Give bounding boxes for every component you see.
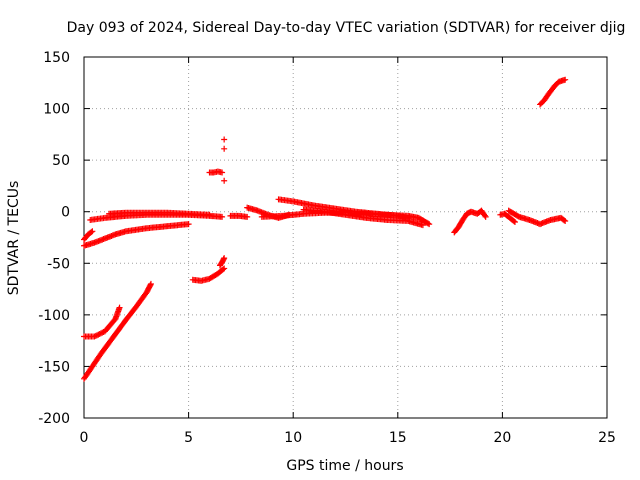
data-point-marker: [562, 76, 569, 83]
data-point-marker: [221, 177, 228, 184]
data-point-marker: [92, 332, 99, 339]
series-arc-g: [189, 265, 228, 284]
data-point-marker: [221, 136, 228, 143]
data-point-marker: [511, 219, 518, 226]
x-tick-label: 15: [389, 430, 407, 446]
data-point-marker: [94, 332, 101, 339]
data-point-marker: [419, 222, 426, 229]
data-point-marker: [89, 228, 96, 235]
x-axis-label: GPS time / hours: [286, 458, 403, 474]
y-tick-label: 0: [61, 205, 70, 221]
y-tick-label: -200: [38, 411, 70, 427]
series-outliers: [221, 136, 228, 184]
data-point-marker: [221, 255, 228, 262]
series-arc-i: [206, 168, 226, 176]
series-arc-f: [81, 304, 123, 340]
data-point-marker: [97, 330, 104, 337]
data-point-marker: [562, 217, 569, 224]
y-tick-label: -150: [38, 359, 70, 375]
axis-ticks: 0 5 10 15 20 25 -200 -150 -100 -50 0 50 100 150: [38, 50, 616, 446]
data-point-marker: [99, 329, 106, 336]
y-tick-label: 100: [43, 102, 70, 118]
data-point-marker: [185, 221, 192, 228]
series-arc-d: [106, 209, 213, 218]
data-point-marker: [147, 280, 154, 287]
series-arc-o: [451, 207, 489, 236]
series-arc-j: [227, 212, 251, 220]
data-point-marker: [221, 265, 228, 272]
series-arc-e: [81, 280, 154, 382]
data-point-marker: [219, 169, 226, 176]
data-point-marker: [481, 212, 488, 219]
series-arc-r: [537, 76, 569, 108]
plot-frame: [83, 56, 608, 419]
series-arc-q: [505, 207, 569, 228]
x-tick-label: 20: [493, 430, 511, 446]
data-point-marker: [425, 220, 432, 227]
data-points: [81, 76, 569, 382]
data-point-marker: [220, 266, 227, 273]
data-point-marker: [88, 229, 95, 236]
x-tick-label: 10: [284, 430, 302, 446]
series-arc-b: [81, 228, 96, 243]
series-arc-a: [81, 221, 192, 249]
data-point-marker: [482, 213, 489, 220]
series-arc-n: [300, 206, 426, 229]
y-tick-label: 50: [52, 153, 70, 169]
y-axis-label: SDTVAR / TECUs: [6, 181, 22, 296]
data-point-marker: [116, 304, 123, 311]
series-arc-p: [497, 210, 518, 226]
data-point-marker: [221, 145, 228, 152]
data-point-marker: [91, 333, 98, 340]
data-point-marker: [206, 211, 213, 218]
y-tick-label: -50: [47, 256, 70, 272]
data-point-marker: [244, 213, 251, 220]
y-tick-label: -100: [38, 308, 70, 324]
x-tick-label: 5: [184, 430, 193, 446]
grid: [84, 57, 607, 418]
chart-title: Day 093 of 2024, Sidereal Day-to-day VTE…: [67, 20, 626, 36]
data-point-marker: [561, 217, 568, 224]
y-tick-label: 150: [43, 50, 70, 66]
series-arc-h: [216, 255, 228, 269]
data-point-marker: [96, 330, 103, 337]
data-point-marker: [95, 331, 102, 338]
data-point-marker: [510, 218, 517, 225]
data-point-marker: [219, 213, 226, 220]
x-tick-label: 25: [598, 430, 616, 446]
x-tick-label: 0: [80, 430, 89, 446]
data-point-marker: [426, 221, 433, 228]
